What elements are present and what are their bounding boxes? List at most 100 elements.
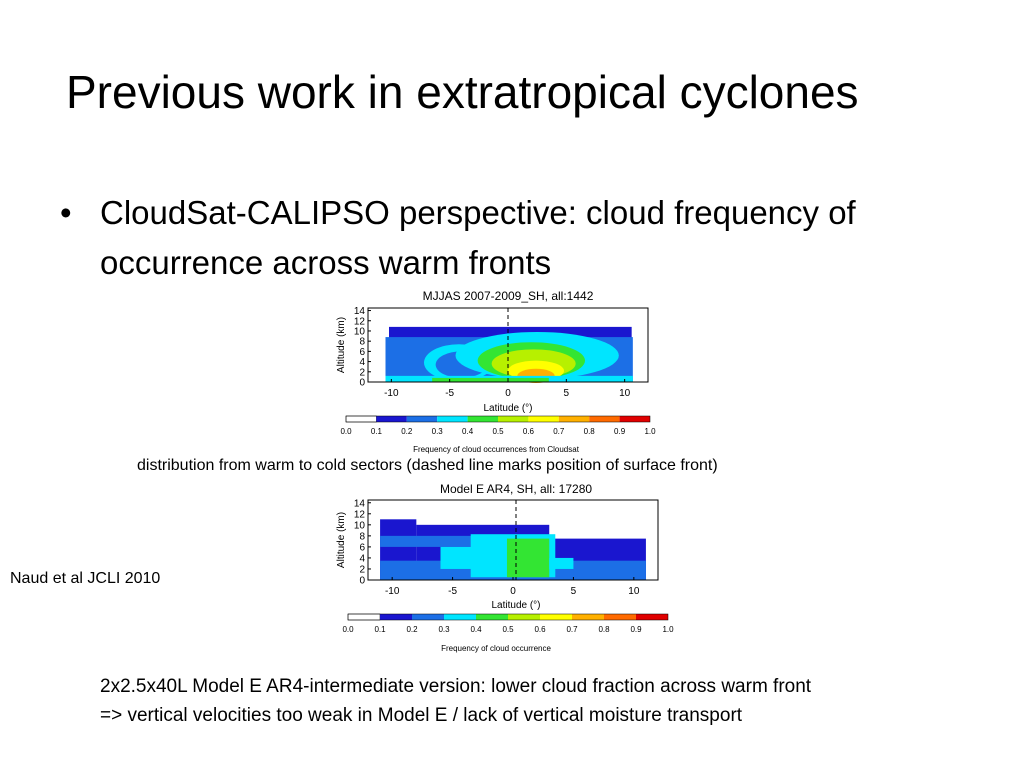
colorbar-tick-label: 0.7 <box>566 625 578 634</box>
bullet-text: CloudSat-CALIPSO perspective: cloud freq… <box>100 194 856 281</box>
y-tick-label: 0 <box>359 576 365 587</box>
colorbar-segment <box>498 416 529 422</box>
colorbar-tick-label: 0.4 <box>462 427 474 436</box>
x-tick-label: 0 <box>510 586 516 597</box>
note-line-1: 2x2.5x40L Model E AR4-intermediate versi… <box>100 676 812 697</box>
colorbar-segment <box>467 416 498 422</box>
colorbar-segment <box>558 416 590 422</box>
colorbar-tick-label: 0.6 <box>534 625 546 634</box>
colorbar-segment <box>508 614 540 620</box>
colorbar-segment <box>572 614 604 620</box>
heatmap-cell <box>440 546 477 569</box>
chart-title: MJJAS 2007-2009_SH, all:1442 <box>423 289 594 303</box>
colorbar-tick-label: 0.5 <box>502 625 514 634</box>
colorbar-segment <box>636 614 668 620</box>
colorbar-frame <box>345 415 651 423</box>
colorbar-frame <box>347 613 669 621</box>
colorbar-segment <box>444 614 476 620</box>
model-e-figure: Model E AR4, SH, all: 17280 0 2 4 6 8 10 12 14 … <box>330 480 675 656</box>
colorbar-tick-label: 0.8 <box>598 625 610 634</box>
colorbar-segment <box>540 614 572 620</box>
colorbar-tick-label: 0.5 <box>492 427 504 436</box>
model-e-chart: Model E AR4, SH, all: 17280 02468101214 … <box>336 482 674 653</box>
y-tick-label: 4 <box>359 553 365 564</box>
note-line-2: => vertical velocities too weak in Model… <box>100 705 743 726</box>
colorbar-tick-label: 0.0 <box>340 427 352 436</box>
y-tick-label: 12 <box>354 509 366 520</box>
x-tick-label: 5 <box>564 388 570 399</box>
cloudsat-chart: MJJAS 2007-2009_SH, all:1442 02468101214… <box>336 289 656 454</box>
x-tick-label: 5 <box>571 586 577 597</box>
colorbar-tick-label: 0.9 <box>630 625 642 634</box>
x-tick-label: -5 <box>445 388 454 399</box>
x-tick-label: 10 <box>628 586 640 597</box>
heatmap-cells <box>380 519 646 580</box>
colorbar-segment <box>476 614 508 620</box>
colorbar-tick-label: 0.6 <box>523 427 535 436</box>
y-tick-label: 10 <box>354 520 366 531</box>
y-tick-label: 14 <box>354 306 366 317</box>
colorbar-tick-label: 0.3 <box>438 625 450 634</box>
chart-title: Model E AR4, SH, all: 17280 <box>440 482 592 496</box>
x-tick-label: 10 <box>619 388 631 399</box>
x-tick-label: -10 <box>384 388 399 399</box>
colorbar-tick-label: 0.7 <box>553 427 565 436</box>
y-tick-label: 4 <box>359 357 365 368</box>
x-axis-label: Latitude (°) <box>491 600 540 611</box>
y-tick-label: 2 <box>359 367 365 378</box>
colorbar <box>347 613 669 621</box>
colorbar-tick-label: 1.0 <box>662 625 674 634</box>
y-tick-label: 14 <box>354 498 366 509</box>
colorbar-label: Frequency of cloud occurrences from Clou… <box>413 445 580 454</box>
x-tick-labels: -10 -5 0 5 10 <box>384 379 631 399</box>
cloudsat-figure: MJJAS 2007-2009_SH, all:1442 0 2 4 6 8 10 12 14… <box>330 286 670 456</box>
heatmap-cell <box>380 535 550 547</box>
colorbar-segment <box>437 416 468 422</box>
colorbar-tick-label: 0.2 <box>401 427 413 436</box>
slide-title: Previous work in extratropical cyclones <box>66 66 859 118</box>
colorbar-segment <box>345 415 377 423</box>
x-axis-label: Latitude (°) <box>483 403 532 414</box>
colorbar-segment <box>380 614 412 620</box>
colorbar-tick-labels: 0.0 0.1 0.2 0.3 0.4 0.5 0.6 0.7 0.8 0.9 1.0 <box>340 427 656 436</box>
y-axis-label: Altitude (km) <box>336 512 347 568</box>
x-tick-label: -5 <box>448 586 457 597</box>
heatmap-cell <box>432 377 549 382</box>
colorbar-segment <box>604 614 636 620</box>
colorbar-tick-label: 0.2 <box>406 625 418 634</box>
colorbar-tick-label: 0.1 <box>374 625 386 634</box>
colorbar-segment <box>347 613 381 621</box>
y-tick-label: 2 <box>359 564 365 575</box>
y-tick-label: 8 <box>359 337 365 348</box>
colorbar-tick-label: 0.3 <box>432 427 444 436</box>
colorbar-segment <box>406 416 438 422</box>
colorbar-tick-label: 0.1 <box>371 427 383 436</box>
heatmap-cells <box>385 326 633 384</box>
y-tick-label: 8 <box>359 531 365 542</box>
colorbar-label: Frequency of cloud occurrence <box>441 644 551 653</box>
colorbar-segment <box>589 416 620 422</box>
colorbar <box>345 415 651 423</box>
citation: Naud et al JCLI 2010 <box>10 570 161 587</box>
distribution-caption: distribution from warm to cold sectors (… <box>137 457 718 474</box>
bullet-dot-icon: • <box>60 194 72 231</box>
heatmap-cell <box>506 538 550 578</box>
colorbar-tick-label: 0.9 <box>614 427 626 436</box>
y-axis-label: Altitude (km) <box>336 317 347 373</box>
colorbar-segment <box>412 614 444 620</box>
colorbar-tick-label: 0.4 <box>470 625 482 634</box>
colorbar-segment <box>376 416 407 422</box>
colorbar-tick-label: 0.8 <box>584 427 596 436</box>
colorbar-tick-labels: 0.0 0.1 0.2 0.3 0.4 0.5 0.6 0.7 0.8 0.9 1.0 <box>342 625 674 634</box>
colorbar-segment <box>619 416 650 422</box>
y-tick-label: 6 <box>359 542 365 553</box>
y-tick-label: 12 <box>354 316 366 327</box>
x-tick-labels: -10 -5 0 5 10 <box>385 577 640 597</box>
y-tick-label: 6 <box>359 347 365 358</box>
x-tick-label: -10 <box>385 586 400 597</box>
x-tick-label: 0 <box>505 388 511 399</box>
heatmap-cell <box>549 557 574 569</box>
y-tick-label: 10 <box>354 326 366 337</box>
